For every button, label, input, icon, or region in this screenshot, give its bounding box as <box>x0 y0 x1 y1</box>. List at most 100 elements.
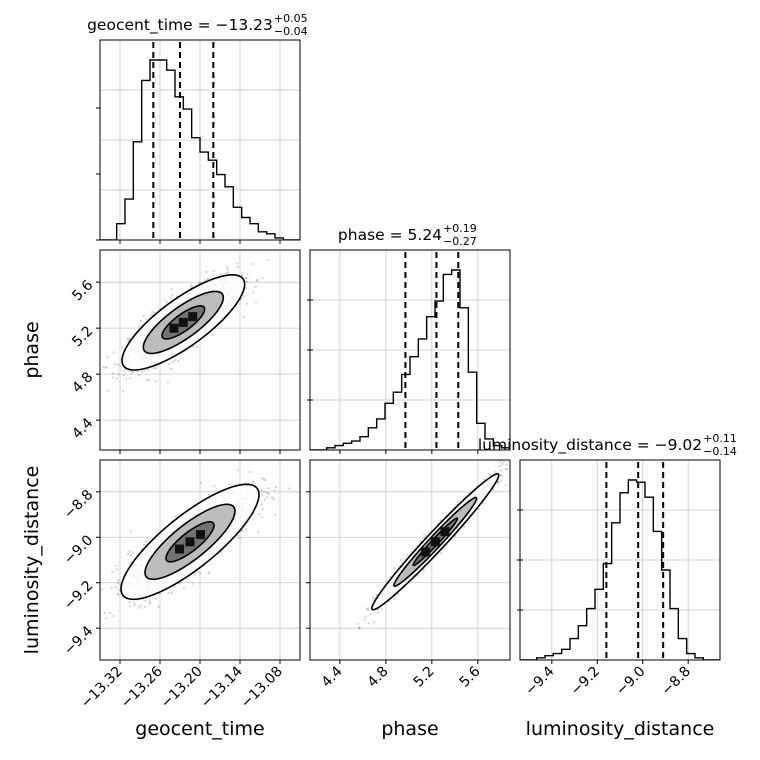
sample-point <box>260 503 263 506</box>
sample-point <box>371 599 375 602</box>
y-tick-label: −9.4 <box>61 623 96 658</box>
sample-point <box>195 345 198 348</box>
sample-point <box>113 363 116 366</box>
sample-point <box>109 612 112 615</box>
sample-point <box>267 487 270 490</box>
sample-point <box>203 279 206 282</box>
y-axis-title-luminosity_distance: luminosity_distance <box>21 466 43 655</box>
sample-point <box>219 273 222 276</box>
sample-point <box>422 533 425 536</box>
y-tick-label: 4.4 <box>69 415 96 442</box>
sample-point <box>170 591 173 595</box>
sample-point <box>492 488 495 492</box>
sample-point <box>358 626 361 629</box>
sample-point <box>128 550 131 553</box>
sample-point <box>399 558 403 562</box>
sample-point <box>358 627 361 630</box>
sample-point <box>456 500 460 503</box>
sample-point <box>157 605 160 608</box>
sample-point <box>129 561 132 564</box>
sample-point <box>552 422 554 424</box>
sample-point <box>115 586 118 589</box>
sample-point <box>254 301 258 304</box>
sample-point <box>117 581 120 585</box>
sample-point <box>260 515 263 519</box>
sample-point <box>246 273 249 276</box>
x-axis-title-geocent_time: geocent_time <box>135 718 264 740</box>
sample-point <box>106 355 109 359</box>
density-panel-luminosity_distance-vs-phase <box>306 422 554 664</box>
sample-point <box>145 379 148 382</box>
sample-point <box>245 280 249 283</box>
density-peak <box>169 323 179 333</box>
density-peak <box>188 312 198 322</box>
sample-point <box>256 530 260 533</box>
sample-point <box>500 479 503 483</box>
sample-point <box>178 582 181 585</box>
sample-point <box>273 489 276 492</box>
sample-point <box>245 277 248 280</box>
y-tick-label: 5.6 <box>69 277 96 304</box>
y-tick-label: 4.8 <box>69 369 96 396</box>
sample-point <box>191 582 194 585</box>
y-tick-label: −9.0 <box>61 532 96 567</box>
sample-point <box>263 490 266 494</box>
sample-point <box>244 277 247 280</box>
sample-point <box>416 574 419 578</box>
sample-point <box>266 491 269 494</box>
hist-panel-geocent_time <box>96 39 301 244</box>
sample-point <box>116 592 119 596</box>
density-peak <box>440 527 450 537</box>
x-tick-label: −9.2 <box>568 664 603 699</box>
sample-point <box>497 482 500 485</box>
histogram-step <box>100 59 300 240</box>
sample-point <box>103 611 106 615</box>
sample-point <box>118 589 121 592</box>
sample-point <box>104 366 107 369</box>
y-tick-label: −8.8 <box>61 487 96 522</box>
hist-panel-luminosity_distance <box>517 459 721 664</box>
sample-point <box>116 377 119 380</box>
sample-point <box>128 337 131 340</box>
sample-point <box>499 460 502 463</box>
sample-point <box>212 270 215 273</box>
panel-title-luminosity_distance: luminosity_distance = −9.02 +0.11−0.14 <box>478 432 737 458</box>
sample-point <box>259 489 262 492</box>
sample-point <box>252 262 255 266</box>
sample-point <box>190 284 193 287</box>
sample-point <box>236 262 239 265</box>
sample-point <box>145 318 148 321</box>
sample-point <box>266 259 269 262</box>
sample-point <box>505 468 508 471</box>
sample-point <box>208 571 211 574</box>
sample-point <box>133 601 136 604</box>
density-panel-phase-vs-geocent_time <box>96 249 301 454</box>
sample-point <box>266 496 269 499</box>
sample-point <box>267 492 270 496</box>
sample-point <box>167 592 170 595</box>
sample-point <box>249 470 252 474</box>
sample-point <box>262 477 265 481</box>
x-tick-label: −9.0 <box>613 664 648 699</box>
sample-point <box>251 291 254 294</box>
sample-point <box>500 462 504 465</box>
sample-point <box>498 464 502 467</box>
sample-point <box>263 498 266 501</box>
panel-title-plus: +0.11 <box>703 432 737 445</box>
sample-point <box>148 378 151 381</box>
sample-point <box>137 325 140 328</box>
density-peak <box>175 544 184 554</box>
sample-point <box>143 605 146 609</box>
sample-point <box>261 277 264 280</box>
sample-point <box>148 602 151 605</box>
sample-point <box>393 597 396 600</box>
sample-point <box>504 468 507 471</box>
density-peak <box>196 530 205 540</box>
y-tick-label: −9.2 <box>61 578 96 613</box>
sample-point <box>175 514 178 517</box>
sample-point <box>142 314 145 318</box>
sample-point <box>504 484 507 487</box>
sample-point <box>477 507 481 510</box>
sample-point <box>206 277 209 280</box>
sample-point <box>117 373 120 376</box>
